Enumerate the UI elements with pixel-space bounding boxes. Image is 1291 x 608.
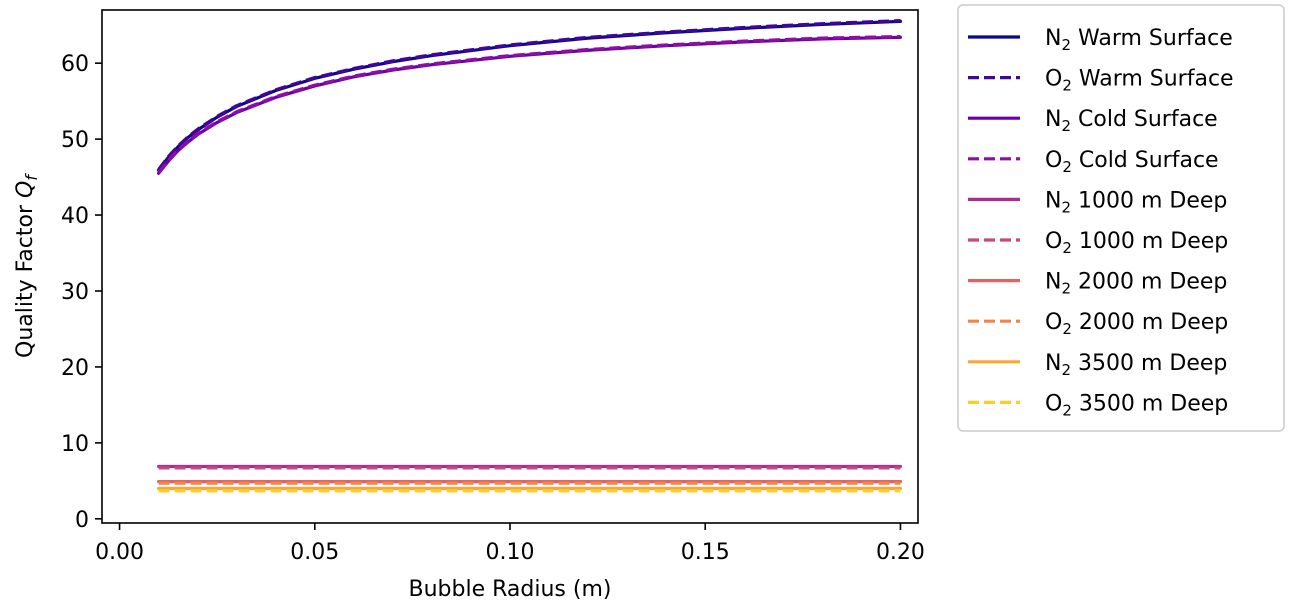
- legend-label: O2 Warm Surface: [1045, 67, 1234, 95]
- y-tick-label: 30: [61, 280, 89, 305]
- legend: N2 Warm Surface O2 Warm Surface N2 Cold Su…: [957, 4, 1285, 432]
- plot-area: [157, 19, 903, 493]
- series-line-4: [157, 34, 901, 174]
- legend-label: N2 Cold Surface: [1045, 107, 1218, 135]
- legend-label: O2 2000 m Deep: [1045, 310, 1228, 338]
- legend-entry-5: N2 1000 m Deep: [968, 188, 1227, 216]
- legend-entry-10: O2 3500 m Deep: [968, 391, 1228, 419]
- series-group: [157, 19, 903, 493]
- legend-label: O2 3500 m Deep: [1045, 391, 1228, 419]
- x-tick-label: 0.10: [486, 540, 535, 565]
- y-axis-label: Quality Factor Qf: [13, 173, 41, 358]
- legend-entry-1: N2 Warm Surface: [968, 26, 1233, 54]
- y-tick-label: 60: [61, 52, 89, 77]
- y-tick-label: 20: [61, 356, 89, 381]
- legend-label: O2 Cold Surface: [1045, 148, 1219, 176]
- x-axis-label: Bubble Radius (m): [409, 577, 612, 602]
- x-tick-label: 0.05: [290, 540, 339, 565]
- legend-entry-7: N2 2000 m Deep: [968, 270, 1227, 298]
- x-tick-label: 0.00: [95, 540, 144, 565]
- x-tick-label: 0.15: [681, 540, 730, 565]
- legend-label: O2 1000 m Deep: [1045, 229, 1228, 257]
- legend-entry-8: O2 2000 m Deep: [968, 310, 1228, 338]
- legend-label: N2 1000 m Deep: [1045, 188, 1227, 216]
- legend-label: N2 2000 m Deep: [1045, 270, 1227, 298]
- legend-entry-6: O2 1000 m Deep: [968, 229, 1228, 257]
- x-tick-label: 0.20: [876, 540, 925, 565]
- legend-label: N2 3500 m Deep: [1045, 351, 1227, 379]
- y-tick-label: 10: [61, 432, 89, 457]
- legend-entry-3: N2 Cold Surface: [968, 107, 1218, 135]
- series-line-2: [157, 19, 901, 171]
- legend-entry-2: O2 Warm Surface: [968, 67, 1234, 95]
- y-tick-label: 50: [61, 128, 89, 153]
- legend-label: N2 Warm Surface: [1045, 26, 1233, 54]
- axes: 0.00 0.05 0.10 0.15 0.20 0 10 20 30 40 50 60 Bubble …: [13, 9, 925, 602]
- legend-entry-9: N2 3500 m Deep: [968, 351, 1227, 379]
- legend-box: [957, 4, 1285, 432]
- y-tick-label: 40: [61, 204, 89, 229]
- y-tick-label: 0: [75, 508, 89, 533]
- legend-entry-4: O2 Cold Surface: [968, 148, 1219, 176]
